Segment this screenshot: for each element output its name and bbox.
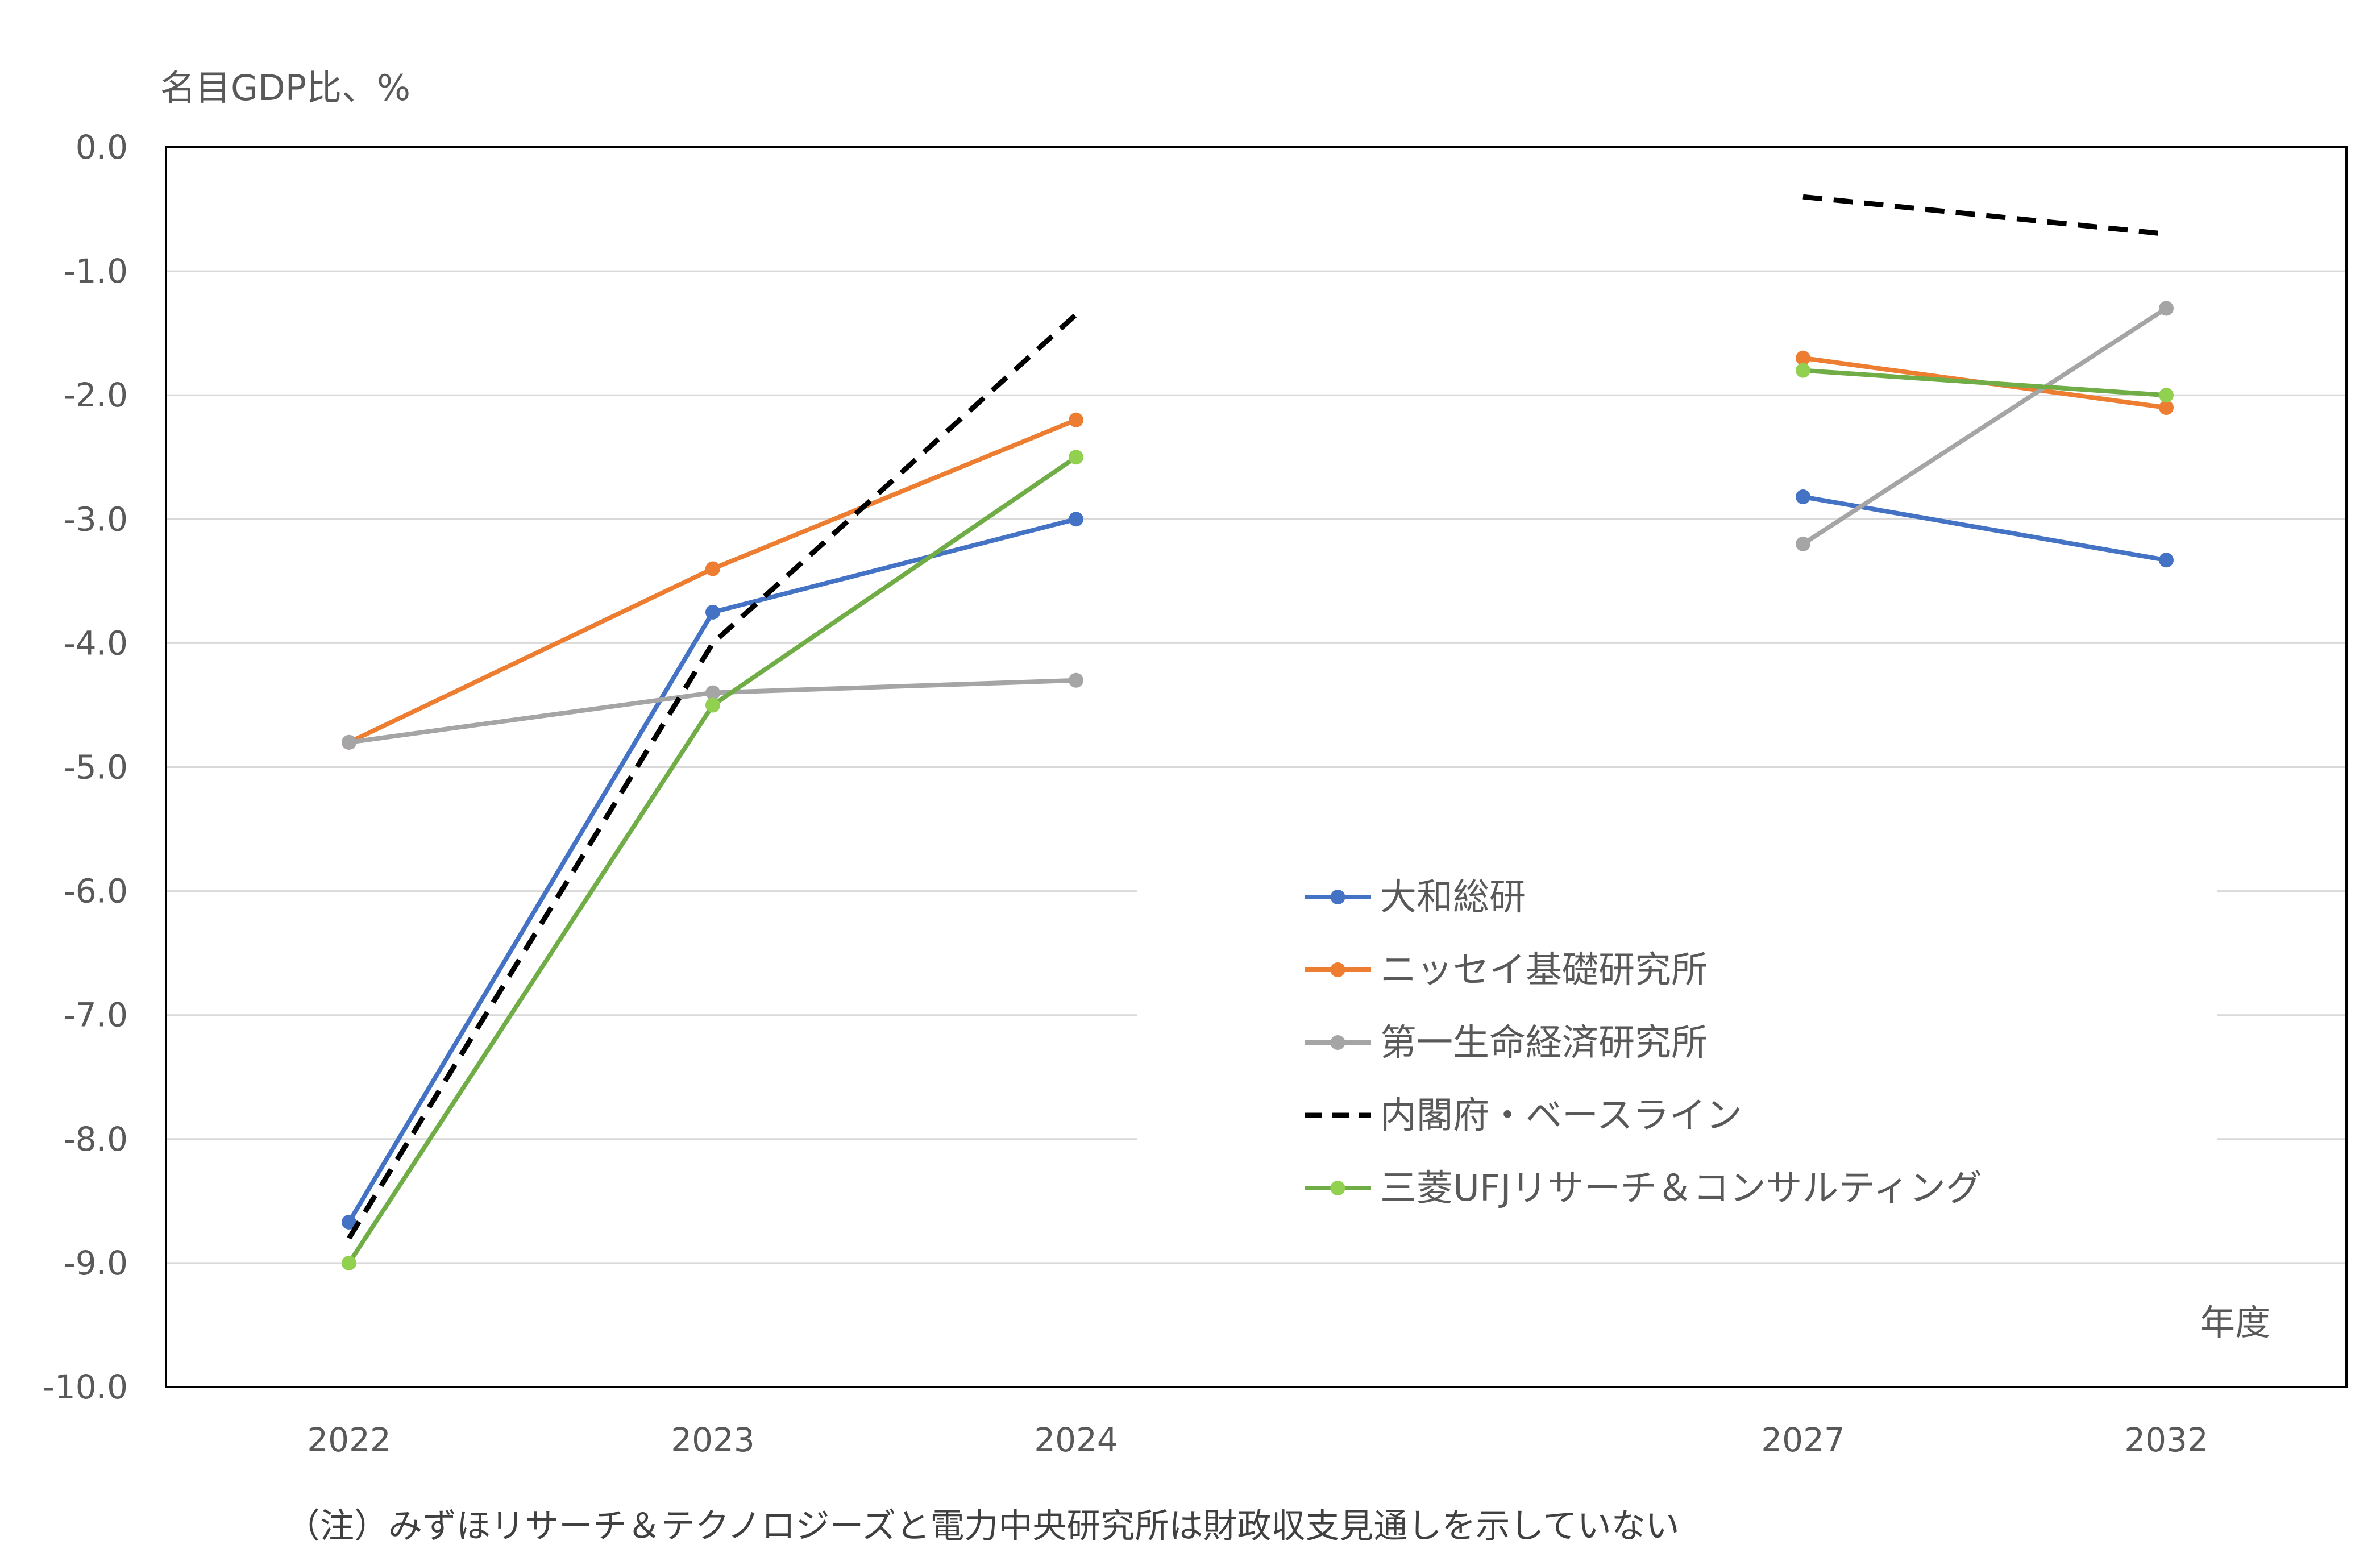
data-point (2159, 301, 2174, 316)
data-point (2159, 388, 2174, 403)
legend-item: 内閣府・ベースライン (1305, 1095, 1742, 1137)
series-3 (342, 301, 2174, 750)
data-point (705, 685, 720, 700)
legend-marker (1330, 890, 1345, 904)
series-line (1801, 306, 2168, 546)
legend-label: 三菱UFJリサーチ＆コンサルティング (1380, 1168, 1982, 1210)
data-point (705, 604, 720, 620)
legend-background (1137, 853, 2217, 1216)
y-tick-label: -5.0 (64, 748, 128, 787)
footnote: （注）みずほリサーチ＆テクノロジーズと電力中央研究所は財政収支見通しを示していな… (286, 1506, 1680, 1546)
legend-label: 第一生命経済研究所 (1380, 1022, 1708, 1064)
y-axis-tick-labels: 0.0 -1.0 -2.0 -3.0 -4.0 -5.0 -6.0 -7.0 -8.0 -9.0 -… (43, 128, 128, 1406)
series-line (347, 313, 1078, 1240)
data-point (1796, 350, 1810, 366)
data-point (705, 697, 720, 713)
series-line (1802, 368, 2167, 398)
series-5 (342, 363, 2174, 1270)
x-tick-label: 2024 (1034, 1421, 1118, 1459)
y-tick-label: 0.0 (76, 128, 128, 167)
y-tick-label: -4.0 (64, 624, 128, 662)
data-point (1069, 412, 1083, 427)
data-point (705, 561, 720, 576)
x-tick-label: 2032 (2124, 1421, 2208, 1459)
data-point (2159, 400, 2174, 415)
y-tick-label: -9.0 (64, 1244, 128, 1282)
y-tick-label: -2.0 (64, 376, 128, 414)
y-tick-label: -7.0 (64, 996, 128, 1035)
x-axis-tick-labels: 2022 2023 2024 2027 2032 (307, 1421, 2208, 1459)
y-tick-label: -8.0 (64, 1120, 128, 1158)
y-tick-label: -10.0 (43, 1368, 128, 1406)
y-tick-label: -6.0 (64, 872, 128, 911)
data-point (1796, 489, 1810, 504)
legend-item: ニッセイ基礎研究所 (1305, 949, 1708, 991)
data-point (1069, 450, 1083, 465)
data-point (1069, 672, 1083, 688)
legend-marker (1330, 962, 1345, 977)
x-tick-label: 2023 (671, 1421, 755, 1459)
x-tick-label: 2022 (307, 1421, 391, 1459)
y-tick-label: -3.0 (64, 500, 128, 538)
y-axis-title: 名目GDP比、% (160, 67, 410, 109)
legend: 大和総研ニッセイ基礎研究所第一生命経済研究所内閣府・ベースライン三菱UFJリサー… (1305, 877, 1982, 1210)
legend-label: ニッセイ基礎研究所 (1380, 949, 1708, 991)
data-point (1796, 536, 1810, 551)
x-axis-title: 年度 (2200, 1302, 2270, 1343)
legend-item: 大和総研 (1305, 877, 1526, 919)
legend-marker (1330, 1035, 1345, 1050)
series-group (342, 194, 2174, 1270)
x-tick-label: 2027 (1761, 1421, 1845, 1459)
data-point (342, 1255, 356, 1270)
legend-item: 第一生命経済研究所 (1305, 1022, 1708, 1064)
series-4 (347, 194, 2167, 1240)
data-point (1069, 512, 1083, 527)
data-point (342, 1214, 356, 1230)
data-point (1796, 363, 1810, 378)
data-point (342, 734, 356, 750)
legend-label: 大和総研 (1380, 877, 1526, 919)
data-point (2159, 553, 2174, 568)
legend-item: 三菱UFJリサーチ＆コンサルティング (1305, 1168, 1982, 1210)
legend-label: 内閣府・ベースライン (1380, 1095, 1742, 1137)
legend-marker (1330, 1181, 1345, 1195)
plot-area-border (165, 146, 2348, 1388)
y-tick-label: -1.0 (64, 252, 128, 290)
